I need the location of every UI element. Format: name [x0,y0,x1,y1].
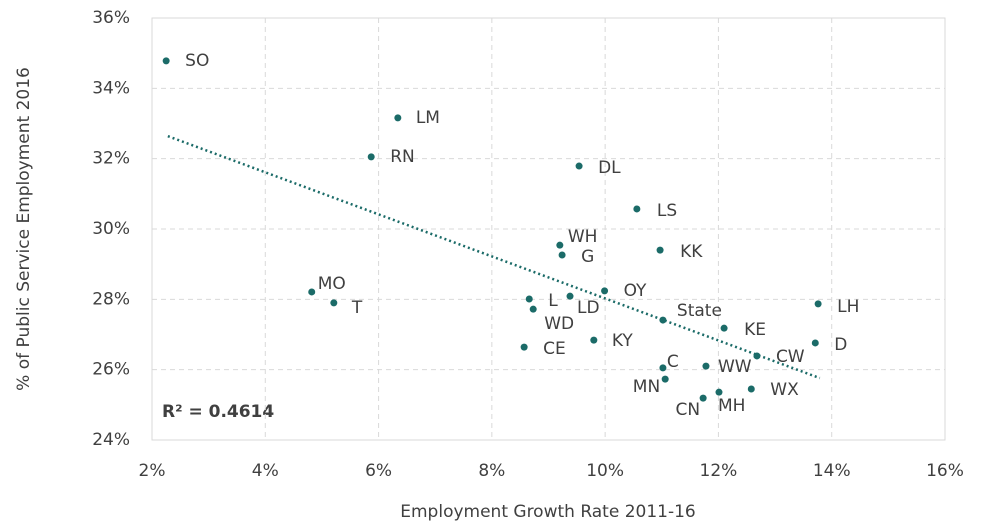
point [656,246,664,254]
point [753,352,761,360]
point [558,251,566,259]
point [699,394,707,402]
y-tick-label: 36% [92,8,130,28]
x-tick-label: 16% [926,461,964,481]
point [659,316,667,324]
point-label: CE [543,339,566,359]
x-tick-label: 12% [700,461,738,481]
point-label: RN [390,147,415,167]
x-tick-label: 6% [365,461,392,481]
y-tick-label: 24% [92,430,130,450]
point-label: CN [676,400,701,420]
y-tick-label: 30% [92,219,130,239]
point-label: MN [633,377,660,397]
point [566,292,574,300]
point [394,114,402,122]
point-label: D [834,335,847,355]
point-label: KE [744,320,766,340]
point [590,336,598,344]
x-axis-title: Employment Growth Rate 2011-16 [400,502,696,522]
y-tick-label: 34% [92,78,130,98]
point-label: KY [612,331,634,351]
point-label: LD [577,298,600,318]
point-label: State [677,301,722,321]
x-tick-label: 4% [252,461,279,481]
point-label: WH [568,227,598,247]
point-label: T [351,298,363,318]
point-label: WW [718,357,752,377]
point-label: L [548,291,558,311]
point [575,162,583,170]
x-tick-label: 10% [586,461,624,481]
point-label: KK [680,242,703,262]
point [814,300,822,308]
point [633,205,641,213]
x-tick-label: 2% [139,461,166,481]
y-tick-label: 28% [92,289,130,309]
point [661,375,669,383]
trendline [167,134,821,380]
point [525,295,533,303]
x-tick-label: 8% [478,461,505,481]
point-label: WX [770,380,799,400]
point-label: CW [776,347,805,367]
point [308,288,316,296]
point [330,299,338,307]
point-label: OY [624,281,647,301]
point [529,305,537,313]
point [162,57,170,65]
point-label: C [667,352,679,372]
point [811,339,819,347]
point-label: LH [837,297,859,317]
point-label: SO [185,51,209,71]
point [520,343,528,351]
point [601,287,609,295]
point [367,153,375,161]
point-label: LM [416,108,440,128]
y-axis-title: % of Public Service Employment 2016 [14,67,34,391]
point-label: MH [718,396,745,416]
point [715,388,723,396]
y-tick-label: 32% [92,149,130,169]
point [702,362,710,370]
point [747,385,755,393]
point [556,241,564,249]
point-label: WD [544,314,574,334]
x-tick-label: 14% [813,461,851,481]
point-label: G [581,247,594,267]
point-label: MO [318,274,346,294]
point-label: DL [598,158,621,178]
r-squared: R² = 0.4614 [162,402,274,422]
point [659,364,667,372]
point [720,324,728,332]
point-label: LS [657,201,677,221]
y-tick-label: 26% [92,360,130,380]
